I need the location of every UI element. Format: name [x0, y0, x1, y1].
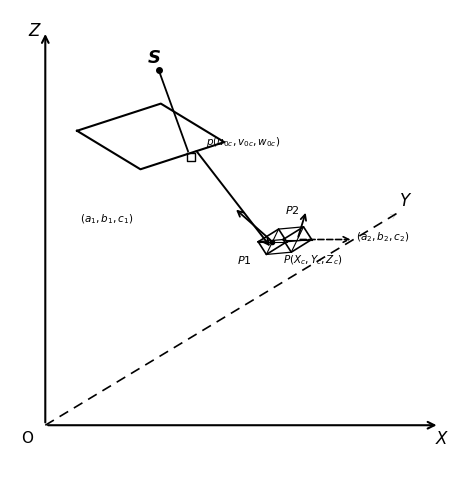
Text: O: O: [21, 431, 33, 446]
Text: $P1$: $P1$: [237, 254, 251, 266]
Text: S: S: [148, 49, 160, 68]
Text: $(a_1, b_1, c_1)$: $(a_1, b_1, c_1)$: [81, 212, 134, 226]
Text: $p(u_{0c}, v_{0c}, w_{0c})$: $p(u_{0c}, v_{0c}, w_{0c})$: [206, 135, 280, 149]
Text: $P2$: $P2$: [285, 204, 300, 216]
Text: $(a_2, b_2, c_2)$: $(a_2, b_2, c_2)$: [356, 230, 409, 244]
Text: Y: Y: [400, 192, 410, 210]
Text: $P(X_c, Y_c, Z_c)$: $P(X_c, Y_c, Z_c)$: [283, 253, 342, 267]
Text: Z: Z: [28, 22, 40, 40]
Text: X: X: [436, 430, 448, 448]
